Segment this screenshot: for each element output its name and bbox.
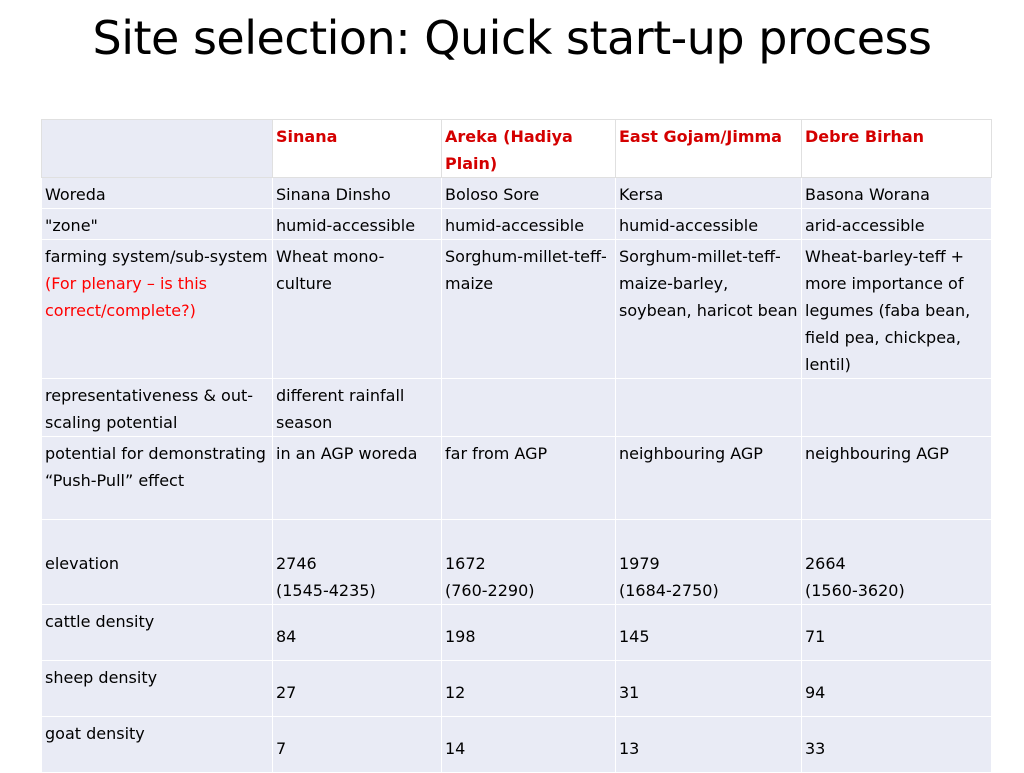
sheep-density-value: 12 bbox=[445, 683, 466, 702]
row-label-text: farming system/sub-system bbox=[45, 247, 268, 266]
table-cell: 31 bbox=[615, 660, 802, 717]
column-header-debre-birhan: Debre Birhan bbox=[801, 119, 992, 178]
elevation-range: (1545-4235) bbox=[276, 581, 376, 600]
row-label-cattle-density: cattle density bbox=[41, 604, 273, 661]
table-row: elevation 2746 (1545-4235) 1672 (760-2290)… bbox=[41, 519, 992, 605]
row-label-elevation: elevation bbox=[41, 519, 273, 605]
table-row: "zone" humid-accessible humid-accessible… bbox=[41, 208, 992, 240]
table-row: farming system/sub-system (For plenary –… bbox=[41, 239, 992, 379]
table-cell: Wheat mono-culture bbox=[272, 239, 442, 379]
table-cell: 2746 (1545-4235) bbox=[272, 519, 442, 605]
table-row: cattle density 84 198 145 71 bbox=[41, 604, 992, 661]
cattle-density-value: 71 bbox=[805, 627, 826, 646]
elevation-value: 2664 bbox=[805, 554, 846, 573]
goat-density-value: 33 bbox=[805, 739, 826, 758]
table-cell: arid-accessible bbox=[801, 208, 992, 240]
table-row: Woreda Sinana Dinsho Boloso Sore Kersa B… bbox=[41, 177, 992, 209]
column-header-east-gojam-jimma: East Gojam/Jimma bbox=[615, 119, 802, 178]
table-cell: 1672 (760-2290) bbox=[441, 519, 616, 605]
table-cell: 27 bbox=[272, 660, 442, 717]
table-cell: Wheat-barley-teff + more importance of l… bbox=[801, 239, 992, 379]
cattle-density-value: 84 bbox=[276, 627, 297, 646]
table-cell: 84 bbox=[272, 604, 442, 661]
table-header-row: Sinana Areka (Hadiya Plain) East Gojam/J… bbox=[41, 119, 992, 178]
table-cell: 94 bbox=[801, 660, 992, 717]
table-cell: 71 bbox=[801, 604, 992, 661]
table-cell: 33 bbox=[801, 716, 992, 773]
table-cell bbox=[615, 378, 802, 437]
site-selection-table: Sinana Areka (Hadiya Plain) East Gojam/J… bbox=[41, 119, 992, 773]
table-cell: different rainfall season bbox=[272, 378, 442, 437]
table-cell: Sorghum-millet-teff-maize-barley, soybea… bbox=[615, 239, 802, 379]
table-cell: far from AGP bbox=[441, 436, 616, 520]
row-label-sheep-density: sheep density bbox=[41, 660, 273, 717]
row-label-zone: "zone" bbox=[41, 208, 273, 240]
row-label-representativeness: representativeness & out-scaling potenti… bbox=[41, 378, 273, 437]
column-header-areka: Areka (Hadiya Plain) bbox=[441, 119, 616, 178]
table-cell: 2664 (1560-3620) bbox=[801, 519, 992, 605]
elevation-value: 2746 bbox=[276, 554, 317, 573]
table-row: representativeness & out-scaling potenti… bbox=[41, 378, 992, 437]
cattle-density-value: 198 bbox=[445, 627, 476, 646]
table-cell: Boloso Sore bbox=[441, 177, 616, 209]
sheep-density-value: 94 bbox=[805, 683, 826, 702]
table-cell: 14 bbox=[441, 716, 616, 773]
slide-title: Site selection: Quick start-up process bbox=[92, 11, 933, 65]
row-label-goat-density: goat density bbox=[41, 716, 273, 773]
cattle-density-value: 145 bbox=[619, 627, 650, 646]
table-cell bbox=[441, 378, 616, 437]
elevation-range: (1560-3620) bbox=[805, 581, 905, 600]
elevation-range: (1684-2750) bbox=[619, 581, 719, 600]
goat-density-value: 13 bbox=[619, 739, 640, 758]
elevation-range: (760-2290) bbox=[445, 581, 535, 600]
row-label-text: elevation bbox=[45, 554, 120, 573]
row-label-woreda: Woreda bbox=[41, 177, 273, 209]
table-row: potential for demonstrating “Push-Pull” … bbox=[41, 436, 992, 520]
column-header-sinana: Sinana bbox=[272, 119, 442, 178]
table-cell: humid-accessible bbox=[615, 208, 802, 240]
table-cell: Basona Worana bbox=[801, 177, 992, 209]
row-label-push-pull-potential: potential for demonstrating “Push-Pull” … bbox=[41, 436, 273, 520]
table-cell: 12 bbox=[441, 660, 616, 717]
sheep-density-value: 27 bbox=[276, 683, 297, 702]
table-cell: neighbouring AGP bbox=[801, 436, 992, 520]
table-cell bbox=[801, 378, 992, 437]
table-cell: 13 bbox=[615, 716, 802, 773]
row-label-farming-system: farming system/sub-system (For plenary –… bbox=[41, 239, 273, 379]
table-cell: Kersa bbox=[615, 177, 802, 209]
table-cell: Sorghum-millet-teff-maize bbox=[441, 239, 616, 379]
table-cell: humid-accessible bbox=[441, 208, 616, 240]
plenary-note: (For plenary – is this correct/complete?… bbox=[45, 274, 207, 320]
table-cell: in an AGP woreda bbox=[272, 436, 442, 520]
sheep-density-value: 31 bbox=[619, 683, 640, 702]
table-cell: 145 bbox=[615, 604, 802, 661]
table-cell: humid-accessible bbox=[272, 208, 442, 240]
table-cell: 1979 (1684-2750) bbox=[615, 519, 802, 605]
table-row: goat density 7 14 13 33 bbox=[41, 716, 992, 773]
elevation-value: 1672 bbox=[445, 554, 486, 573]
goat-density-value: 7 bbox=[276, 739, 287, 758]
table-row: sheep density 27 12 31 94 bbox=[41, 660, 992, 717]
header-corner-cell bbox=[41, 119, 273, 178]
table-cell: 198 bbox=[441, 604, 616, 661]
goat-density-value: 14 bbox=[445, 739, 466, 758]
elevation-value: 1979 bbox=[619, 554, 660, 573]
table-cell: neighbouring AGP bbox=[615, 436, 802, 520]
table-cell: 7 bbox=[272, 716, 442, 773]
table-cell: Sinana Dinsho bbox=[272, 177, 442, 209]
